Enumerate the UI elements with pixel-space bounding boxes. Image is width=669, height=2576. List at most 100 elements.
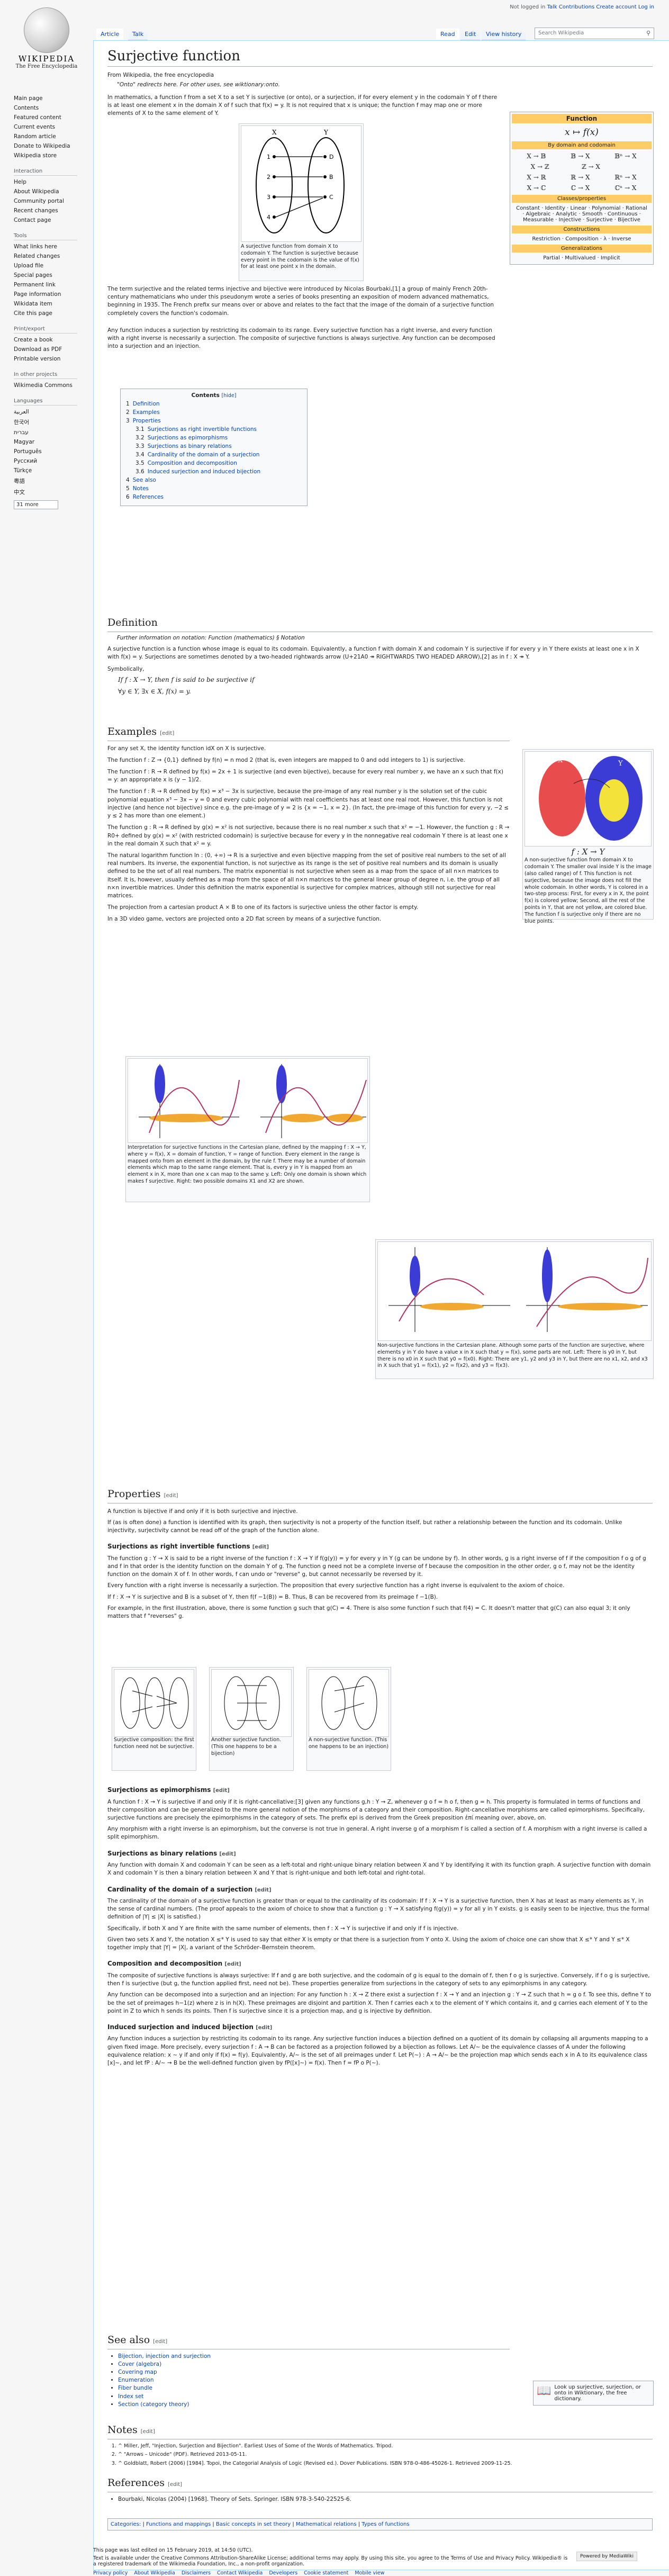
log-in-link[interactable]: Log in	[638, 4, 654, 10]
category-link[interactable]: Basic concepts in set theory	[215, 2521, 291, 2527]
see-also-link[interactable]: Index set	[118, 2393, 144, 2400]
footer-link[interactable]: Disclaimers	[181, 2570, 211, 2576]
toc-hide-toggle[interactable]: [hide]	[221, 393, 237, 399]
sidebar-tools-item[interactable]: Cite this page	[14, 310, 52, 317]
contributions-link[interactable]: Contributions	[558, 4, 595, 10]
category-link[interactable]: Mathematical relations	[295, 2521, 357, 2527]
infobox-cell[interactable]: X → ℤ	[530, 163, 549, 170]
sidebar-tools-item[interactable]: Permanent link	[14, 282, 56, 288]
footer-link[interactable]: About Wikipedia	[134, 2570, 175, 2576]
see-also-edit-link[interactable]: [edit]	[153, 2339, 168, 2345]
see-also-link[interactable]: Cover (algebra)	[118, 2361, 162, 2367]
wiktionary-text[interactable]: Look up surjective, surjection, or onto …	[554, 2384, 641, 2402]
notes-edit-link[interactable]: [edit]	[140, 2429, 155, 2435]
sidebar-language-item[interactable]: 粵語	[14, 478, 25, 484]
toc-link[interactable]: Cardinality of the domain of a surjectio…	[147, 452, 260, 458]
toc-link[interactable]: Composition and decomposition	[147, 460, 237, 466]
sidebar-main-item[interactable]: Donate to Wikipedia	[14, 143, 70, 149]
sidebar-tools-item[interactable]: Page information	[14, 291, 61, 298]
sidebar-language-item[interactable]: Português	[14, 448, 42, 455]
sidebar-main-item[interactable]: Random article	[14, 133, 56, 140]
sidebar-main-item[interactable]: Featured content	[14, 114, 61, 121]
gallery-image-bijection[interactable]	[211, 1669, 292, 1737]
toc-item[interactable]: 3.3 Surjections as binary relations	[135, 443, 302, 449]
sidebar-interaction-item[interactable]: Contact page	[14, 217, 51, 223]
sidebar-language-item[interactable]: Русский	[14, 458, 38, 464]
footer-link[interactable]: Privacy policy	[93, 2570, 128, 2576]
toc-link[interactable]: Notes	[132, 485, 149, 492]
binary-relations-edit-link[interactable]: [edit]	[219, 1851, 236, 1857]
properties-edit-link[interactable]: [edit]	[164, 1493, 178, 1499]
references-edit-link[interactable]: [edit]	[168, 2482, 183, 2488]
toc-item[interactable]: 4 See also	[126, 477, 302, 483]
examples-edit-link[interactable]: [edit]	[160, 731, 175, 736]
toc-item[interactable]: 3.4 Cardinality of the domain of a surjec…	[135, 452, 302, 458]
search-icon[interactable]: ⚲	[646, 30, 650, 37]
toc-link[interactable]: Definition	[132, 401, 160, 407]
sidebar-interaction-item[interactable]: Community portal	[14, 198, 64, 204]
toc-item[interactable]: 6 References	[126, 494, 302, 500]
footer-link[interactable]: Cookie statement	[304, 2570, 349, 2576]
toc-link[interactable]: Surjections as epimorphisms	[147, 435, 228, 441]
infobox-cell[interactable]: X → 𝔹	[527, 152, 546, 160]
toc-item[interactable]: 3.2 Surjections as epimorphisms	[135, 435, 302, 441]
toc-link[interactable]: Surjections as right invertible function…	[147, 426, 257, 433]
tab-edit[interactable]: Edit	[460, 29, 481, 40]
sidebar-tools-item[interactable]: Wikidata item	[14, 301, 52, 307]
infobox-cell[interactable]: ℂⁿ → X	[614, 184, 637, 192]
non-surjective-cartesian-plots[interactable]	[377, 1241, 652, 1341]
sidebar-interaction-item[interactable]: Recent changes	[14, 208, 58, 214]
infobox-cell[interactable]: ℝⁿ → X	[614, 174, 637, 181]
toc-item[interactable]: 1 Definition	[126, 401, 302, 407]
see-also-link[interactable]: Fiber bundle	[118, 2385, 152, 2392]
toc-link[interactable]: See also	[132, 477, 156, 483]
wikipedia-logo[interactable]: WIKIPEDIA The Free Encyclopedia	[10, 3, 84, 83]
cardinality-edit-link[interactable]: [edit]	[255, 1887, 272, 1893]
category-link[interactable]: Types of functions	[361, 2521, 410, 2527]
tab-read[interactable]: Read	[436, 29, 459, 40]
sidebar-print-item[interactable]: Create a book	[14, 337, 53, 343]
toc-link[interactable]: References	[132, 494, 164, 500]
toc-link[interactable]: Surjections as binary relations	[147, 443, 232, 449]
see-also-link[interactable]: Enumeration	[118, 2377, 154, 2384]
toc-item[interactable]: 3.5 Composition and decomposition	[135, 460, 302, 466]
toc-item[interactable]: 5 Notes	[126, 485, 302, 492]
induced-edit-link[interactable]: [edit]	[256, 2024, 273, 2031]
sidebar-print-item[interactable]: Printable version	[14, 356, 61, 362]
toc-link[interactable]: Properties	[132, 418, 161, 424]
gallery-image-injection[interactable]	[309, 1669, 389, 1737]
sidebar-main-item[interactable]: Current events	[14, 124, 56, 130]
sidebar-interaction-item[interactable]: Help	[14, 179, 26, 185]
right-invertible-edit-link[interactable]: [edit]	[252, 1544, 269, 1551]
infobox-cell[interactable]: X → ℂ	[527, 184, 546, 192]
categories-label[interactable]: Categories:	[111, 2521, 141, 2527]
see-also-link[interactable]: Covering map	[118, 2368, 157, 2375]
toc-item[interactable]: 3 Properties	[126, 418, 302, 424]
toc-item[interactable]: 2 Examples	[126, 409, 302, 416]
surjection-diagram[interactable]: X Y 1 2 3 4 D B C	[241, 125, 361, 242]
create-account-link[interactable]: Create account	[596, 4, 637, 10]
sidebar-language-item[interactable]: 한국어	[14, 419, 29, 426]
epimorphisms-edit-link[interactable]: [edit]	[213, 1788, 230, 1794]
powered-by-badge[interactable]: Powered by MediaWiki	[576, 2552, 637, 2561]
sidebar-print-item[interactable]: Download as PDF	[14, 346, 62, 353]
sidebar-tools-item[interactable]: Special pages	[14, 272, 52, 278]
surjective-cartesian-plots[interactable]	[128, 1058, 368, 1143]
sidebar-main-item[interactable]: Wikipedia store	[14, 152, 57, 159]
sidebar-language-item[interactable]: Magyar	[14, 439, 35, 445]
toc-item[interactable]: 3.1 Surjections as right invertible funct…	[135, 426, 302, 433]
toc-link[interactable]: Examples	[132, 409, 160, 416]
footer-link[interactable]: Mobile view	[355, 2570, 385, 2576]
footer-link[interactable]: Contact Wikipedia	[217, 2570, 263, 2576]
gallery-image-composition[interactable]	[114, 1669, 194, 1737]
sidebar-language-item[interactable]: العربية	[14, 409, 29, 415]
tab-article[interactable]: Article	[96, 29, 124, 40]
toc-item[interactable]: 3.6 Induced surjection and induced biject…	[135, 469, 302, 475]
more-languages-button[interactable]: 31 more	[14, 500, 58, 509]
sidebar-main-item[interactable]: Main page	[14, 95, 43, 102]
footer-link[interactable]: Developers	[269, 2570, 298, 2576]
category-link[interactable]: Functions and mappings	[146, 2521, 211, 2527]
sidebar-other-item[interactable]: Wikimedia Commons	[14, 382, 73, 389]
sidebar-interaction-item[interactable]: About Wikipedia	[14, 188, 59, 195]
infobox-cell[interactable]: ℤ → X	[581, 163, 600, 170]
